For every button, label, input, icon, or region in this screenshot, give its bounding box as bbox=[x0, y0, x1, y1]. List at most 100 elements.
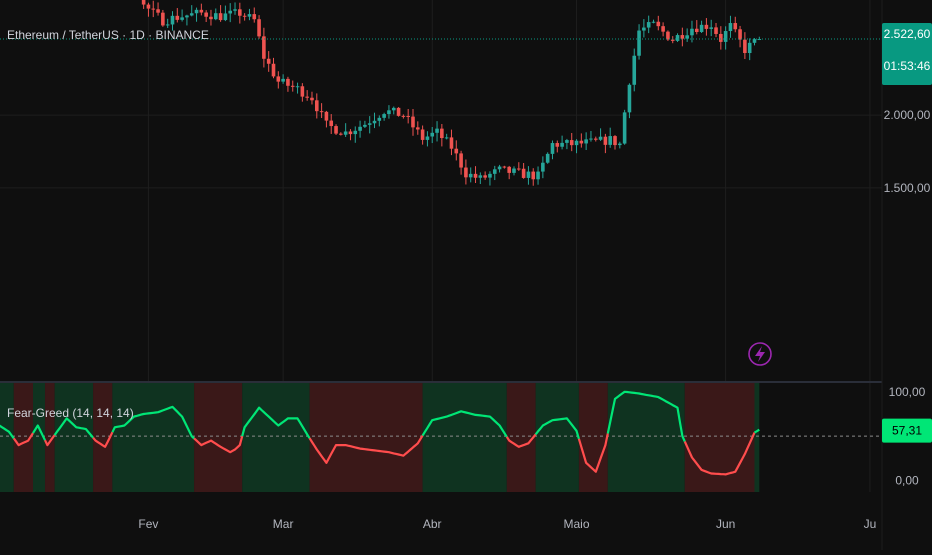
candle[interactable] bbox=[584, 132, 588, 151]
candle[interactable] bbox=[449, 129, 454, 156]
candle[interactable] bbox=[618, 141, 622, 149]
candle[interactable] bbox=[218, 5, 223, 22]
indicator-title[interactable]: Fear-Greed (14, 14, 14) bbox=[7, 406, 134, 420]
candle[interactable] bbox=[334, 124, 338, 135]
candle[interactable] bbox=[670, 36, 675, 44]
candle[interactable] bbox=[310, 91, 314, 105]
candle[interactable] bbox=[382, 112, 386, 121]
candle[interactable] bbox=[314, 93, 319, 119]
candle[interactable] bbox=[180, 9, 184, 22]
candle[interactable] bbox=[358, 120, 362, 138]
candle[interactable] bbox=[666, 30, 670, 41]
candle[interactable] bbox=[391, 106, 396, 115]
candle[interactable] bbox=[589, 130, 593, 142]
candle[interactable] bbox=[709, 19, 714, 37]
candle[interactable] bbox=[266, 51, 271, 72]
candle[interactable] bbox=[743, 32, 747, 60]
candle[interactable] bbox=[425, 131, 430, 147]
candle[interactable] bbox=[233, 2, 237, 15]
candle[interactable] bbox=[541, 156, 545, 179]
candle[interactable] bbox=[324, 110, 329, 128]
candle[interactable] bbox=[247, 8, 252, 21]
candle[interactable] bbox=[430, 127, 435, 144]
candle[interactable] bbox=[704, 18, 709, 36]
candle[interactable] bbox=[473, 166, 478, 184]
candle[interactable] bbox=[281, 74, 285, 84]
candle[interactable] bbox=[603, 133, 608, 154]
candle[interactable] bbox=[622, 109, 627, 145]
candle[interactable] bbox=[189, 5, 194, 17]
candle[interactable] bbox=[213, 8, 218, 21]
candle[interactable] bbox=[185, 14, 189, 26]
candle[interactable] bbox=[262, 27, 266, 68]
candle[interactable] bbox=[411, 109, 415, 136]
candle[interactable] bbox=[151, 0, 156, 18]
candle[interactable] bbox=[675, 33, 680, 43]
candle[interactable] bbox=[545, 152, 550, 164]
candle[interactable] bbox=[396, 107, 401, 117]
candle[interactable] bbox=[579, 133, 584, 148]
candle[interactable] bbox=[478, 172, 483, 184]
candle[interactable] bbox=[223, 5, 228, 22]
candle[interactable] bbox=[521, 163, 526, 179]
candle[interactable] bbox=[257, 15, 261, 39]
candle[interactable] bbox=[728, 15, 733, 38]
candle[interactable] bbox=[536, 166, 540, 185]
candle[interactable] bbox=[627, 83, 632, 119]
candle[interactable] bbox=[339, 132, 343, 136]
candle[interactable] bbox=[608, 127, 612, 148]
candle[interactable] bbox=[300, 83, 305, 102]
candle[interactable] bbox=[526, 166, 531, 185]
candle[interactable] bbox=[694, 20, 699, 35]
candle[interactable] bbox=[440, 124, 444, 147]
candle[interactable] bbox=[401, 114, 406, 119]
candle[interactable] bbox=[651, 19, 656, 24]
candle[interactable] bbox=[141, 0, 146, 9]
candle[interactable] bbox=[747, 38, 752, 61]
candle[interactable] bbox=[598, 128, 603, 141]
candle[interactable] bbox=[492, 165, 497, 181]
candle[interactable] bbox=[550, 140, 555, 160]
candle[interactable] bbox=[757, 36, 762, 41]
candle[interactable] bbox=[656, 15, 661, 31]
candle[interactable] bbox=[305, 90, 309, 101]
candle[interactable] bbox=[175, 8, 180, 23]
candle[interactable] bbox=[156, 2, 160, 16]
candle[interactable] bbox=[517, 162, 521, 171]
candle[interactable] bbox=[242, 13, 247, 21]
candle[interactable] bbox=[170, 11, 175, 31]
candle[interactable] bbox=[319, 103, 324, 118]
candle[interactable] bbox=[637, 24, 641, 60]
candle[interactable] bbox=[348, 129, 353, 141]
candle[interactable] bbox=[507, 165, 511, 180]
candle[interactable] bbox=[363, 120, 367, 129]
candle[interactable] bbox=[372, 112, 377, 129]
candle[interactable] bbox=[276, 71, 281, 89]
candle[interactable] bbox=[593, 136, 598, 142]
candle[interactable] bbox=[238, 2, 242, 24]
candle[interactable] bbox=[353, 126, 358, 143]
candle[interactable] bbox=[468, 167, 473, 183]
candle[interactable] bbox=[714, 22, 718, 38]
candle[interactable] bbox=[560, 135, 564, 150]
candle[interactable] bbox=[199, 3, 204, 16]
candle[interactable] bbox=[531, 168, 536, 186]
pane-separator[interactable] bbox=[0, 381, 882, 383]
candle[interactable] bbox=[685, 28, 689, 42]
candle[interactable] bbox=[420, 125, 425, 145]
symbol-title[interactable]: Ethereum / TetherUS · 1D · BINANCE bbox=[7, 28, 209, 42]
candle[interactable] bbox=[165, 18, 170, 29]
candle[interactable] bbox=[512, 166, 516, 176]
candle[interactable] bbox=[146, 2, 151, 17]
candle[interactable] bbox=[204, 10, 208, 22]
candle[interactable] bbox=[680, 27, 685, 47]
candle[interactable] bbox=[574, 139, 579, 154]
candle[interactable] bbox=[416, 121, 420, 135]
price-axis-panel[interactable] bbox=[882, 0, 932, 550]
candle[interactable] bbox=[690, 20, 694, 43]
candle[interactable] bbox=[290, 80, 295, 92]
candle[interactable] bbox=[569, 132, 574, 152]
candle[interactable] bbox=[286, 76, 290, 92]
